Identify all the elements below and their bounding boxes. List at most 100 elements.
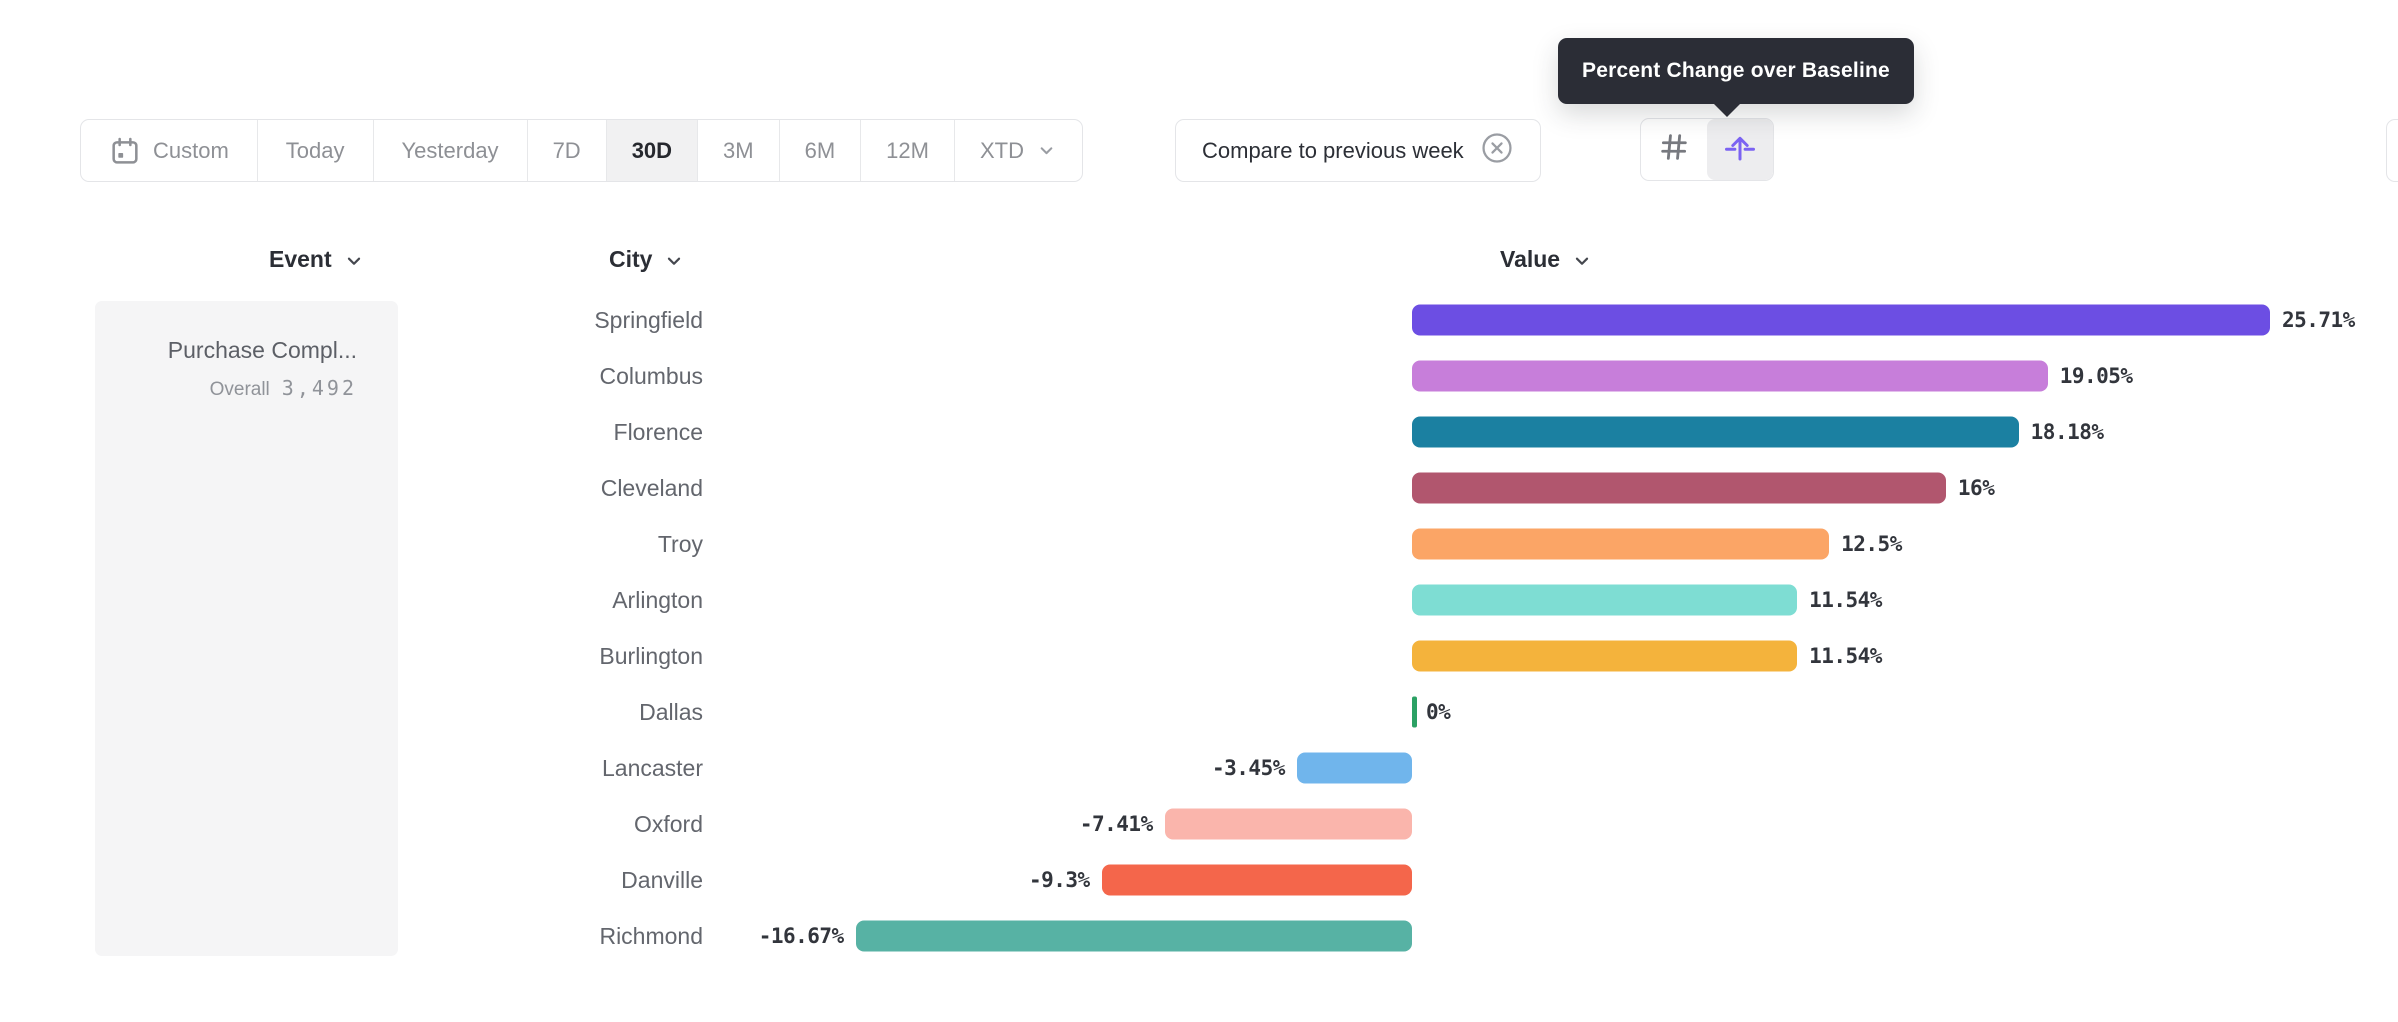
baseline-view-button[interactable] xyxy=(1707,119,1773,180)
city-label: Dallas xyxy=(639,698,703,725)
event-card-purchase-completed[interactable]: Purchase Compl... Overall 3,492 xyxy=(95,301,398,956)
circle-x-icon[interactable] xyxy=(1480,131,1514,171)
tooltip-text: Percent Change over Baseline xyxy=(1582,59,1890,82)
bar-area: 16% xyxy=(703,460,2398,516)
tooltip-percent-change: Percent Change over Baseline xyxy=(1558,38,1914,117)
bar-troy[interactable] xyxy=(1412,528,1830,560)
cutoff-edge-button[interactable] xyxy=(2386,119,2398,182)
city-label: Florence xyxy=(613,418,703,445)
date-range-label: 3M xyxy=(723,137,754,163)
city-label: Cleveland xyxy=(600,474,703,501)
city-label: Richmond xyxy=(599,922,703,949)
table-row: Florence 18.18% xyxy=(0,404,2398,460)
chart-view-toggle xyxy=(1640,118,1774,181)
overall-value: 3,492 xyxy=(281,376,357,400)
column-header-event[interactable]: Event xyxy=(269,246,365,273)
date-range-label: 7D xyxy=(552,137,581,163)
value-label: 11.54% xyxy=(1809,644,1882,668)
table-row: Cleveland 16% xyxy=(0,460,2398,516)
date-range-6m[interactable]: 6M xyxy=(780,120,862,181)
date-range-label: 30D xyxy=(631,137,673,163)
date-range-today[interactable]: Today xyxy=(258,120,374,181)
table-row: Lancaster -3.45% xyxy=(0,740,2398,796)
bar-area: 0% xyxy=(703,684,2398,740)
city-label: Springfield xyxy=(594,306,703,333)
arrow-up-baseline-icon xyxy=(1722,129,1758,170)
city-label: Burlington xyxy=(599,642,703,669)
bar-area: 19.05% xyxy=(703,348,2398,404)
bar-area: -3.45% xyxy=(703,740,2398,796)
bar-area: 18.18% xyxy=(703,404,2398,460)
value-label: 0% xyxy=(1426,700,1451,724)
bar-danville[interactable] xyxy=(1101,864,1412,896)
value-header-label: Value xyxy=(1500,246,1561,272)
city-label: Lancaster xyxy=(601,754,703,781)
date-range-yesterday[interactable]: Yesterday xyxy=(374,120,528,181)
bar-area: -16.67% xyxy=(703,908,2398,964)
bar-columbus[interactable] xyxy=(1412,360,2048,392)
bar-area: -7.41% xyxy=(703,796,2398,852)
date-range-label: 12M xyxy=(886,137,929,163)
bar-oxford[interactable] xyxy=(1164,808,1412,840)
bar-cleveland[interactable] xyxy=(1412,472,1946,504)
bar-burlington[interactable] xyxy=(1412,640,1798,672)
column-header-city[interactable]: City xyxy=(609,246,685,273)
value-label: -9.3% xyxy=(1028,868,1090,892)
value-label: -3.45% xyxy=(1212,756,1285,780)
table-row: Columbus 19.05% xyxy=(0,348,2398,404)
chevron-down-icon xyxy=(1575,257,1589,265)
value-label: 16% xyxy=(1957,476,1995,500)
table-row: Springfield 25.71% xyxy=(0,292,2398,348)
grid-view-button[interactable] xyxy=(1641,119,1707,180)
date-range-label: Yesterday xyxy=(401,137,499,163)
date-range-xtd[interactable]: XTD xyxy=(955,120,1082,181)
date-range-7d[interactable]: 7D xyxy=(528,120,607,181)
bar-lancaster[interactable] xyxy=(1296,752,1412,784)
bar-dallas[interactable] xyxy=(1412,696,1417,728)
chevron-down-icon xyxy=(347,257,360,265)
value-label: 12.5% xyxy=(1841,532,1902,556)
date-range-custom[interactable]: Custom xyxy=(81,120,258,181)
city-label: Oxford xyxy=(633,810,703,837)
value-label: 25.71% xyxy=(2281,308,2355,332)
date-range-label: Custom xyxy=(153,137,229,163)
value-label: 18.18% xyxy=(2030,420,2104,444)
bar-richmond[interactable] xyxy=(855,920,1412,952)
date-range-label: XTD xyxy=(979,137,1024,163)
compare-label: Compare to previous week xyxy=(1202,137,1464,163)
date-range-3m[interactable]: 3M xyxy=(698,120,780,181)
city-label: Danville xyxy=(621,866,703,893)
chart-rows: Springfield 25.71% Columbus 19.05% Florence 1… xyxy=(0,292,2398,964)
bar-arlington[interactable] xyxy=(1412,584,1798,616)
bar-area: 11.54% xyxy=(703,572,2398,628)
value-label: 19.05% xyxy=(2059,364,2133,388)
date-range-label: Today xyxy=(285,137,345,163)
column-header-value[interactable]: Value xyxy=(1500,246,1593,273)
bar-florence[interactable] xyxy=(1412,416,2019,448)
chevron-down-icon xyxy=(668,257,681,265)
date-range-control: Custom Today Yesterday 7D 30D 3M 6M 12M XTD xyxy=(80,119,1083,182)
event-header-label: Event xyxy=(269,246,332,272)
overall-label: Overall xyxy=(209,379,270,400)
bar-area: 25.71% xyxy=(703,292,2398,348)
table-row: Dallas 0% xyxy=(0,684,2398,740)
event-title: Purchase Compl... xyxy=(167,337,357,363)
table-row: Arlington 11.54% xyxy=(0,572,2398,628)
table-row: Richmond -16.67% xyxy=(0,908,2398,964)
compare-to-previous-button[interactable]: Compare to previous week xyxy=(1175,119,1541,182)
bar-area: 11.54% xyxy=(703,628,2398,684)
chevron-down-icon xyxy=(1036,140,1057,161)
value-label: -7.41% xyxy=(1079,812,1153,836)
date-range-30d[interactable]: 30D xyxy=(606,120,699,181)
date-range-12m[interactable]: 12M xyxy=(861,120,955,181)
value-label: -16.67% xyxy=(758,924,845,948)
hash-icon xyxy=(1657,130,1691,169)
bar-area: -9.3% xyxy=(703,852,2398,908)
city-label: Arlington xyxy=(612,586,703,613)
bar-area: 12.5% xyxy=(703,516,2398,572)
table-row: Oxford -7.41% xyxy=(0,796,2398,852)
date-range-label: 6M xyxy=(804,137,836,163)
calendar-icon xyxy=(109,135,141,167)
table-row: Burlington 11.54% xyxy=(0,628,2398,684)
bar-springfield[interactable] xyxy=(1412,304,2270,336)
